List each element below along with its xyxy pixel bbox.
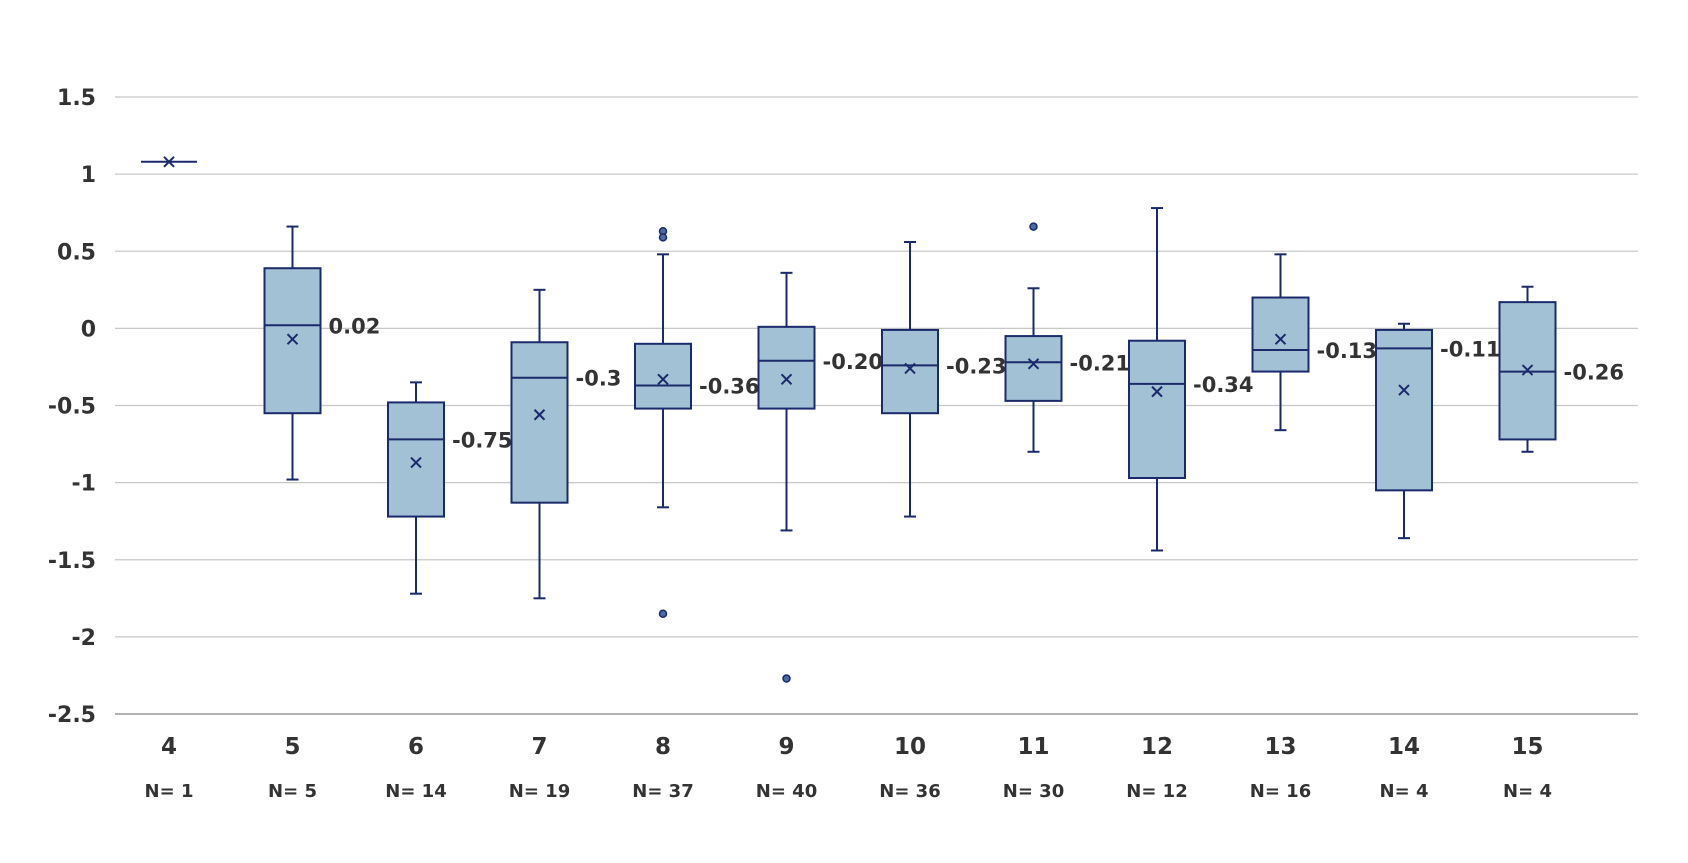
box-group-7: -0.3 — [510, 288, 622, 600]
x-category-label: 15 — [1511, 734, 1543, 760]
sample-size-label: N= 14 — [385, 781, 446, 802]
median-value-label: -0.11 — [1440, 337, 1501, 361]
box-iqr — [881, 328, 939, 415]
mean-marker — [1027, 358, 1040, 370]
box-group-13: -0.13 — [1251, 253, 1378, 432]
box-group-4 — [141, 156, 197, 168]
mean-marker — [780, 373, 793, 385]
box-iqr — [757, 325, 816, 410]
outlier-point — [782, 674, 791, 683]
y-tick-label: -1.5 — [48, 549, 96, 574]
y-tick-label: -0.5 — [48, 395, 96, 420]
median-value-label: -0.36 — [699, 374, 760, 398]
box-iqr — [634, 342, 692, 410]
box-iqr — [1375, 328, 1433, 492]
box-iqr — [1251, 296, 1310, 373]
box-group-6: -0.75 — [387, 381, 513, 595]
mean-marker — [410, 456, 422, 469]
median-value-label: -0.23 — [946, 354, 1007, 378]
y-tick-label: -1 — [72, 472, 96, 497]
gridlines — [115, 96, 1638, 715]
box-iqr — [387, 401, 445, 518]
x-category-label: 11 — [1017, 734, 1049, 760]
sample-size-label: N= 16 — [1250, 781, 1311, 802]
mean-marker — [657, 373, 669, 385]
sample-size-label: N= 4 — [1503, 781, 1552, 802]
median-value-label: -0.34 — [1193, 373, 1254, 397]
y-axis-tick-labels: 1.5 1 0.5 0 -0.5 -1 -1.5 -2 -2.5 — [48, 86, 96, 728]
x-category-label: 6 — [408, 734, 424, 760]
mean-marker — [1151, 385, 1163, 398]
outlier-point — [658, 609, 668, 618]
median-value-label: 0.02 — [329, 314, 381, 338]
box-iqr — [1004, 335, 1063, 402]
mean-marker — [1398, 384, 1410, 396]
y-tick-label: 1.5 — [57, 86, 96, 111]
outlier-point — [1029, 222, 1038, 231]
y-tick-label: -2.5 — [48, 703, 96, 728]
mean-marker — [1274, 333, 1287, 345]
box-iqr — [1128, 339, 1186, 479]
x-category-label: 14 — [1388, 734, 1420, 760]
x-category-label: 13 — [1264, 734, 1296, 760]
y-tick-label: 1 — [81, 163, 96, 188]
median-value-label: -0.26 — [1564, 361, 1625, 385]
box-iqr — [510, 341, 569, 504]
x-category-label: 8 — [655, 734, 671, 760]
box-iqr — [263, 267, 322, 415]
sample-size-label: N= 12 — [1126, 781, 1187, 802]
box-group-10: -0.23 — [881, 240, 1007, 518]
sample-size-label: N= 36 — [879, 781, 940, 802]
mean-marker — [1521, 364, 1534, 376]
box-group-11: -0.21 — [1004, 222, 1131, 453]
mean-marker — [904, 362, 916, 375]
median-value-label: -0.20 — [823, 350, 884, 374]
x-category-label: 7 — [531, 734, 547, 760]
y-tick-label: 0 — [81, 317, 96, 342]
outlier-point — [658, 233, 668, 242]
x-category-label: 12 — [1141, 734, 1173, 760]
box-group-5: 0.02 — [263, 225, 381, 481]
y-tick-label: -2 — [72, 626, 96, 651]
x-axis-labels: 4 N= 1 5 N= 5 6 N= 14 7 N= 19 8 N= 37 9 N= 40 10 N= 3… — [145, 734, 1552, 802]
x-category-label: 10 — [894, 734, 926, 760]
x-category-label: 4 — [161, 734, 177, 760]
sample-size-label: N= 4 — [1380, 781, 1429, 802]
median-value-label: -0.75 — [452, 428, 513, 452]
y-tick-label: 0.5 — [57, 240, 96, 265]
box-group-15: -0.26 — [1498, 285, 1625, 453]
box-group-8: -0.36 — [634, 226, 760, 618]
sample-size-label: N= 30 — [1003, 781, 1064, 802]
median-value-label: -0.21 — [1070, 351, 1131, 375]
median-value-label: -0.13 — [1317, 339, 1378, 363]
sample-size-label: N= 5 — [268, 781, 317, 802]
x-category-label: 9 — [778, 734, 794, 760]
box-group-14: -0.11 — [1375, 322, 1501, 540]
mean-marker — [286, 333, 299, 345]
sample-size-label: N= 37 — [632, 781, 693, 802]
boxes: 0.02 -0.75 -0.3 -0.36 -0.20 -0.23 -0.21 -0.34 -0… — [141, 156, 1625, 683]
x-category-label: 5 — [284, 734, 300, 760]
box-group-12: -0.34 — [1128, 207, 1254, 552]
median-value-label: -0.3 — [576, 367, 622, 391]
box-group-9: -0.20 — [757, 271, 884, 683]
sample-size-label: N= 1 — [145, 781, 194, 802]
sample-size-label: N= 40 — [756, 781, 817, 802]
sample-size-label: N= 19 — [509, 781, 570, 802]
mean-marker — [163, 156, 175, 168]
mean-marker — [533, 409, 546, 421]
